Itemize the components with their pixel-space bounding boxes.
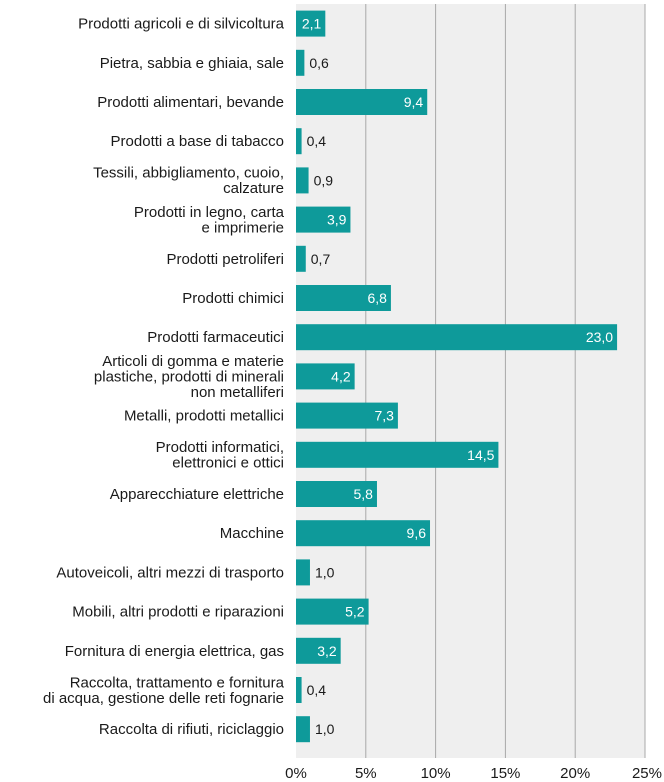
category-label: Prodotti in legno, carta e imprimerie	[134, 204, 285, 237]
category-label-line: di acqua, gestione delle reti fognarie	[43, 690, 284, 707]
category-label-line: Prodotti in legno, carta	[134, 204, 285, 221]
category-label-line: Prodotti a base di tabacco	[111, 133, 284, 150]
category-label-line: calzature	[223, 180, 284, 197]
x-axis-ticks: 0% 5% 10% 15% 20% 25%	[285, 765, 662, 782]
category-label-line: Prodotti chimici	[182, 290, 284, 307]
category-label-line: Prodotti informatici,	[156, 439, 284, 456]
value-label: 9,4	[404, 94, 424, 110]
value-label: 6,8	[367, 290, 387, 306]
category-label: Raccolta, trattamento e fornitura di acqu…	[43, 674, 285, 707]
bar	[296, 520, 431, 547]
value-labels: 2,1 0,6 9,4 0,4 0,9 3,9 0,7 6,8 23,0 4,2 7,3 14,5 5,…	[302, 16, 613, 738]
value-label: 5,8	[353, 486, 373, 502]
value-label: 4,2	[331, 368, 351, 384]
category-label-line: e imprimerie	[201, 219, 284, 236]
value-label: 9,6	[407, 525, 427, 541]
category-label: Apparecchiature elettriche	[110, 486, 284, 503]
category-label-line: non metalliferi	[191, 384, 284, 401]
category-label: Prodotti agricoli e di silvicoltura	[78, 16, 285, 33]
value-label: 23,0	[586, 329, 613, 345]
x-tick-label: 20%	[560, 765, 590, 782]
x-tick-label: 25%	[632, 765, 662, 782]
category-label-line: plastiche, prodotti di minerali	[94, 368, 284, 385]
category-label: Prodotti chimici	[182, 290, 284, 307]
bar	[296, 89, 428, 115]
bar	[296, 285, 391, 311]
bars	[296, 10, 618, 743]
bar	[296, 324, 618, 351]
category-label: Macchine	[220, 525, 284, 542]
category-labels: Prodotti agricoli e di silvicoltura Pietr…	[43, 16, 285, 739]
category-label-line: Macchine	[220, 525, 284, 542]
bar	[296, 206, 351, 233]
x-tick-label: 5%	[355, 765, 377, 782]
bar	[296, 559, 310, 586]
category-label-line: Fornitura di energia elettrica, gas	[65, 643, 284, 660]
value-label: 0,4	[307, 682, 327, 698]
category-label-line: Autoveicoli, altri mezzi di trasporto	[56, 564, 284, 581]
grid-lines	[365, 4, 646, 758]
category-label: Fornitura di energia elettrica, gas	[65, 643, 284, 660]
bar	[296, 677, 302, 703]
category-label: Prodotti alimentari, bevande	[97, 94, 284, 111]
value-label: 5,2	[345, 604, 365, 620]
category-label-line: Prodotti alimentari, bevande	[97, 94, 284, 111]
category-label-line: Prodotti petroliferi	[166, 251, 284, 268]
category-label-line: Mobili, altri prodotti e riparazioni	[72, 604, 284, 621]
category-label-line: Raccolta di rifiuti, riciclaggio	[99, 721, 284, 738]
category-label: Raccolta di rifiuti, riciclaggio	[99, 721, 284, 738]
category-label: Prodotti farmaceutici	[147, 329, 284, 346]
bar	[296, 637, 341, 664]
category-label: Mobili, altri prodotti e riparazioni	[72, 604, 284, 621]
bar	[296, 481, 377, 507]
category-label-line: Prodotti agricoli e di silvicoltura	[78, 16, 285, 33]
category-label-line: Raccolta, trattamento e fornitura	[70, 674, 285, 691]
category-label-line: Apparecchiature elettriche	[110, 486, 284, 503]
value-label: 14,5	[467, 447, 494, 463]
x-tick-label: 15%	[490, 765, 520, 782]
value-label: 0,6	[309, 55, 329, 71]
bar	[296, 363, 355, 390]
value-label: 0,4	[307, 133, 327, 149]
category-label: Tessili, abbigliamento, cuoio, calzature	[93, 165, 284, 198]
value-label: 0,9	[314, 172, 334, 188]
bar	[296, 128, 302, 155]
bar	[296, 49, 305, 76]
category-label: Articoli di gomma e materie plastiche, pr…	[94, 353, 284, 401]
value-label: 1,0	[315, 721, 335, 737]
category-label-line: Prodotti farmaceutici	[147, 329, 284, 346]
category-label: Prodotti a base di tabacco	[111, 133, 284, 150]
category-label-line: Metalli, prodotti metallici	[124, 408, 284, 425]
category-label-line: Pietra, sabbia e ghiaia, sale	[100, 55, 284, 72]
bar	[296, 402, 398, 429]
value-label: 1,0	[315, 564, 335, 580]
category-label: Prodotti petroliferi	[166, 251, 284, 268]
x-tick-label: 10%	[421, 765, 451, 782]
value-label: 3,2	[317, 643, 337, 659]
bar	[296, 441, 499, 468]
value-label: 0,7	[311, 251, 331, 267]
bar	[296, 245, 306, 272]
value-label: 3,9	[327, 212, 347, 228]
category-label: Metalli, prodotti metallici	[124, 408, 284, 425]
category-label-line: elettronici e ottici	[172, 455, 284, 472]
category-label: Pietra, sabbia e ghiaia, sale	[100, 55, 284, 72]
category-label-line: Tessili, abbigliamento, cuoio,	[93, 165, 284, 182]
x-tick-label: 0%	[285, 765, 307, 782]
category-label: Autoveicoli, altri mezzi di trasporto	[56, 564, 284, 581]
category-label-line: Articoli di gomma e materie	[102, 353, 284, 370]
bar	[296, 167, 309, 194]
bar	[296, 716, 310, 743]
value-label: 2,1	[302, 16, 322, 32]
bar	[296, 598, 369, 625]
category-label: Prodotti informatici, elettronici e ottic…	[156, 439, 284, 472]
value-label: 7,3	[374, 408, 394, 424]
bar	[296, 10, 326, 37]
